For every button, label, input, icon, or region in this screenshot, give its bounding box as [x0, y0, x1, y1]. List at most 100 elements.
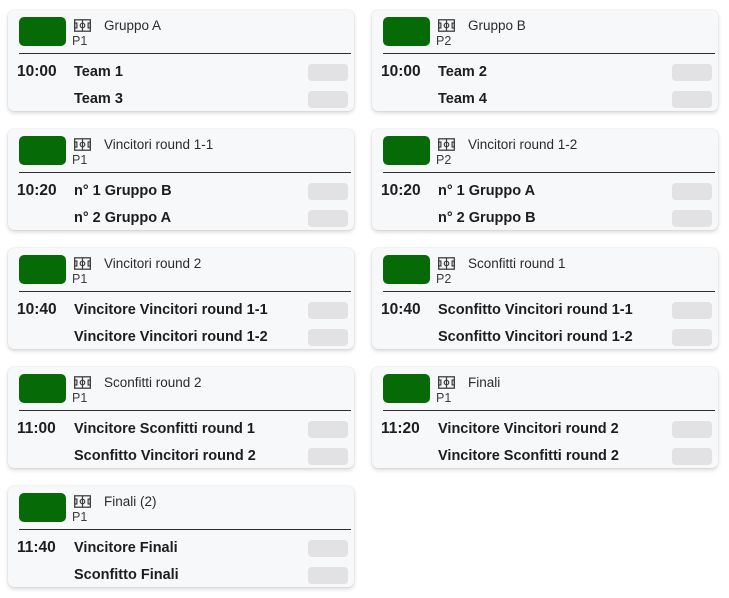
match-title-row: Finali (2): [74, 493, 157, 509]
match-time: 10:40: [17, 301, 57, 318]
match-card[interactable]: Sconfitti round 2 P1 11:00 Vincitore Sco…: [8, 367, 354, 468]
match-time: 11:20: [381, 420, 420, 437]
match-title: Finali (2): [104, 494, 157, 509]
home-score-field[interactable]: [308, 301, 348, 319]
away-score-field[interactable]: [672, 90, 712, 108]
header-divider: [19, 529, 351, 530]
away-score-field[interactable]: [672, 209, 712, 227]
pitch-label: P1: [72, 34, 88, 48]
match-card-header: Finali (2) P1: [8, 486, 354, 524]
match-card[interactable]: Vincitori round 1-2 P2 10:20 n° 1 Gruppo…: [372, 129, 718, 230]
home-score-field[interactable]: [672, 301, 712, 319]
header-divider: [19, 172, 351, 173]
match-card[interactable]: Vincitori round 2 P1 10:40 Vincitore Vin…: [8, 248, 354, 349]
pitch-color-swatch: [383, 374, 430, 403]
home-team-name: n° 1 Gruppo B: [74, 183, 172, 199]
match-card-head-text: Sconfitti round 1 P2: [436, 255, 566, 286]
match-card-head-text: Finali (2) P1: [72, 493, 157, 524]
pitch-label: P1: [72, 153, 88, 167]
pitch-color-swatch: [19, 374, 66, 403]
away-team-row: n° 2 Gruppo A: [17, 209, 348, 227]
soccer-field-icon: [74, 19, 91, 32]
match-title-row: Vincitori round 1-1: [74, 136, 213, 152]
home-score-field[interactable]: [672, 182, 712, 200]
away-team-name: Team 4: [438, 91, 487, 107]
away-team-name: Sconfitto Vincitori round 1-2: [438, 329, 633, 345]
match-title-row: Sconfitti round 2: [74, 374, 202, 390]
home-score-field[interactable]: [308, 539, 348, 557]
match-card-head-text: Gruppo A P1: [72, 17, 161, 48]
home-score-field[interactable]: [672, 420, 712, 438]
match-card[interactable]: Finali P1 11:20 Vincitore Vincitori roun…: [372, 367, 718, 468]
home-team-row: 10:40 Vincitore Vincitori round 1-1: [17, 301, 348, 319]
away-team-name: Team 3: [74, 91, 123, 107]
match-title-row: Gruppo B: [438, 17, 526, 33]
away-team-row: Team 4: [381, 90, 712, 108]
away-score-field[interactable]: [672, 447, 712, 465]
soccer-field-icon: [438, 376, 455, 389]
match-time: 10:00: [17, 63, 57, 80]
match-title: Gruppo A: [104, 18, 162, 33]
match-card-header: Vincitori round 1-1 P1: [8, 129, 354, 167]
match-time: 10:20: [381, 182, 421, 199]
away-score-field[interactable]: [308, 90, 348, 108]
pitch-color-swatch: [383, 255, 430, 284]
home-score-field[interactable]: [308, 182, 348, 200]
home-team-row: 10:20 n° 1 Gruppo B: [17, 182, 348, 200]
soccer-field-icon: [438, 19, 455, 32]
home-team-name: Vincitore Vincitori round 2: [438, 421, 619, 437]
match-card[interactable]: Finali (2) P1 11:40 Vincitore Finali Sco…: [8, 486, 354, 587]
soccer-field-icon: [74, 257, 91, 270]
soccer-field-icon: [74, 138, 91, 151]
match-card[interactable]: Gruppo A P1 10:00 Team 1 Team 3: [8, 10, 354, 111]
home-team-row: 10:40 Sconfitto Vincitori round 1-1: [381, 301, 712, 319]
header-divider: [19, 410, 351, 411]
pitch-color-swatch: [19, 136, 66, 165]
match-title-row: Gruppo A: [74, 17, 161, 33]
home-team-name: Vincitore Sconfitti round 1: [74, 421, 255, 437]
match-title-row: Sconfitti round 1: [438, 255, 566, 271]
home-team-name: Vincitore Finali: [74, 540, 178, 556]
match-title: Sconfitti round 2: [104, 375, 202, 390]
soccer-field-icon: [74, 495, 91, 508]
match-card-head-text: Finali P1: [436, 374, 501, 405]
match-title: Vincitori round 1-1: [104, 137, 214, 152]
pitch-label: P1: [72, 391, 88, 405]
away-team-name: Vincitore Vincitori round 1-2: [74, 329, 268, 345]
match-card[interactable]: Gruppo B P2 10:00 Team 2 Team 4: [372, 10, 718, 111]
pitch-label: P2: [436, 34, 452, 48]
away-score-field[interactable]: [308, 566, 348, 584]
pitch-label: P2: [436, 153, 452, 167]
match-card-head-text: Vincitori round 1-1 P1: [72, 136, 213, 167]
away-score-field[interactable]: [308, 447, 348, 465]
away-team-row: Sconfitto Vincitori round 2: [17, 447, 348, 465]
home-team-row: 11:20 Vincitore Vincitori round 2: [381, 420, 712, 438]
away-team-row: Sconfitto Finali: [17, 566, 348, 584]
match-time: 10:20: [17, 182, 57, 199]
match-card[interactable]: Sconfitti round 1 P2 10:40 Sconfitto Vin…: [372, 248, 718, 349]
away-team-name: Vincitore Sconfitti round 2: [438, 448, 619, 464]
home-score-field[interactable]: [672, 63, 712, 81]
home-team-name: n° 1 Gruppo A: [438, 183, 536, 199]
match-card[interactable]: Vincitori round 1-1 P1 10:20 n° 1 Gruppo…: [8, 129, 354, 230]
away-score-field[interactable]: [308, 209, 348, 227]
home-score-field[interactable]: [308, 420, 348, 438]
away-score-field[interactable]: [308, 328, 348, 346]
away-score-field[interactable]: [672, 328, 712, 346]
header-divider: [383, 410, 715, 411]
pitch-label: P2: [436, 272, 452, 286]
home-score-field[interactable]: [308, 63, 348, 81]
home-team-name: Team 2: [438, 64, 487, 80]
soccer-field-icon: [438, 257, 455, 270]
header-divider: [19, 53, 351, 54]
match-card-head-text: Vincitori round 1-2 P2: [436, 136, 577, 167]
home-team-name: Team 1: [74, 64, 123, 80]
pitch-label: P1: [72, 272, 88, 286]
match-title: Vincitori round 2: [104, 256, 202, 271]
pitch-color-swatch: [19, 255, 66, 284]
header-divider: [383, 53, 715, 54]
away-team-name: Sconfitto Finali: [74, 567, 179, 583]
match-title: Finali: [468, 375, 501, 390]
match-card-header: Finali P1: [372, 367, 718, 405]
pitch-label: P1: [436, 391, 452, 405]
